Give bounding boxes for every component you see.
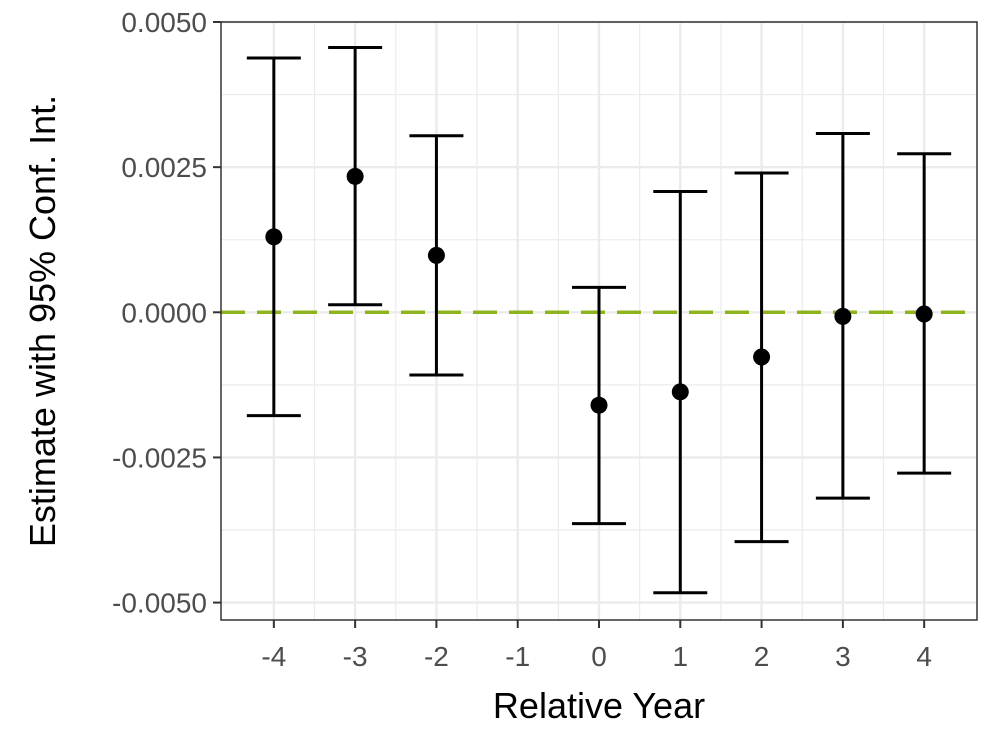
y-tick-label: 0.0050 [121, 7, 207, 38]
estimate-point [427, 246, 445, 264]
estimate-point [753, 348, 771, 366]
x-axis: -4 -3 -2 -1 0 1 2 3 4 [261, 620, 932, 672]
x-tick-label: -3 [343, 641, 368, 672]
y-axis-title: Estimate with 95% Conf. Int. [22, 95, 63, 547]
estimate-point [915, 305, 933, 323]
estimate-point [265, 228, 283, 246]
x-tick-label: 1 [673, 641, 689, 672]
x-axis-title: Relative Year [493, 685, 705, 726]
x-tick-label: -2 [424, 641, 449, 672]
error-bar-group [734, 171, 789, 544]
error-bar-group [246, 56, 301, 418]
estimate-point [834, 307, 852, 325]
x-tick-label: -1 [505, 641, 530, 672]
error-bar-marks [246, 46, 952, 595]
error-bar-group [897, 152, 952, 475]
y-tick-label: -0.0025 [112, 442, 207, 473]
x-tick-label: 2 [754, 641, 770, 672]
error-bar-group [572, 285, 626, 526]
y-tick-label: 0.0000 [121, 297, 207, 328]
error-bar-group [328, 46, 383, 307]
x-tick-label: 3 [835, 641, 851, 672]
error-bar-group [409, 134, 464, 377]
x-tick-label: 0 [591, 641, 607, 672]
x-tick-label: -4 [261, 641, 286, 672]
x-tick-label: 4 [916, 641, 932, 672]
estimate-point [346, 167, 364, 185]
estimate-point [671, 383, 689, 401]
y-axis: -0.0050 -0.0025 0.0000 0.0025 0.0050 [112, 7, 221, 619]
error-bar-group [815, 131, 870, 500]
error-bar-group [653, 190, 708, 595]
y-tick-label: 0.0025 [121, 152, 207, 183]
y-tick-label: -0.0050 [112, 588, 207, 619]
estimate-point [590, 396, 608, 414]
